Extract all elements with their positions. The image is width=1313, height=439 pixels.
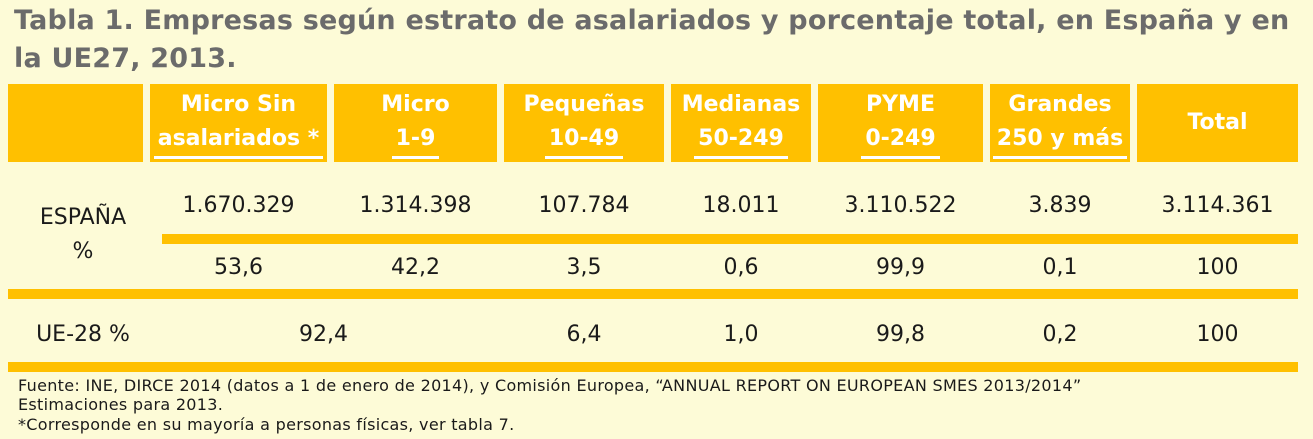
header-grandes: Grandes 250 y más (990, 84, 1130, 162)
header-pequenas: Pequeñas 10-49 (504, 84, 664, 162)
divider-bottom (8, 362, 1298, 372)
espana-pct-micro-sin: 53,6 (214, 254, 263, 280)
espana-pequenas: 107.784 (538, 192, 630, 218)
espana-micro: 1.314.398 (359, 192, 472, 218)
espana-pct-pyme: 99,9 (876, 254, 925, 280)
header-micro-sin: Micro Sin asalariados * (150, 84, 327, 162)
espana-medianas: 18.011 (702, 192, 780, 218)
ue-pyme: 99,8 (876, 321, 925, 347)
espana-pct-pequenas: 3,5 (566, 254, 602, 280)
header-micro: Micro 1-9 (334, 84, 497, 162)
header-pyme: PYME 0-249 (818, 84, 983, 162)
divider-espana-inner (162, 234, 1298, 244)
espana-total: 3.114.361 (1161, 192, 1274, 218)
espana-label: ESPAÑA % (39, 205, 127, 264)
source-note-continued: Estimaciones para 2013. (18, 395, 224, 414)
espana-micro-sin: 1.670.329 (182, 192, 295, 218)
ue-pequenas: 6,4 (566, 321, 602, 347)
header-empty (8, 84, 143, 162)
espana-pct-grandes: 0,1 (1042, 254, 1078, 280)
divider-espana-ue (8, 289, 1298, 299)
ue-micro-combined: 92,4 (299, 321, 348, 347)
espana-pct-total: 100 (1196, 254, 1239, 280)
ue-medianas: 1,0 (723, 321, 759, 347)
asterisk-note: *Corresponde en su mayoría a personas fí… (18, 415, 515, 434)
ue-label: UE-28 % (36, 321, 130, 347)
espana-grandes: 3.839 (1028, 192, 1092, 218)
table-title: Tabla 1. Empresas según estrato de asala… (14, 5, 1290, 74)
header-total: Total (1137, 84, 1298, 162)
espana-pyme: 3.110.522 (844, 192, 957, 218)
header-medianas: Medianas 50-249 (671, 84, 811, 162)
espana-pct-micro: 42,2 (391, 254, 440, 280)
ue-grandes: 0,2 (1042, 321, 1078, 347)
espana-pct-medianas: 0,6 (723, 254, 759, 280)
ue-total: 100 (1196, 321, 1239, 347)
source-note: Fuente: INE, DIRCE 2014 (datos a 1 de en… (18, 376, 1082, 395)
